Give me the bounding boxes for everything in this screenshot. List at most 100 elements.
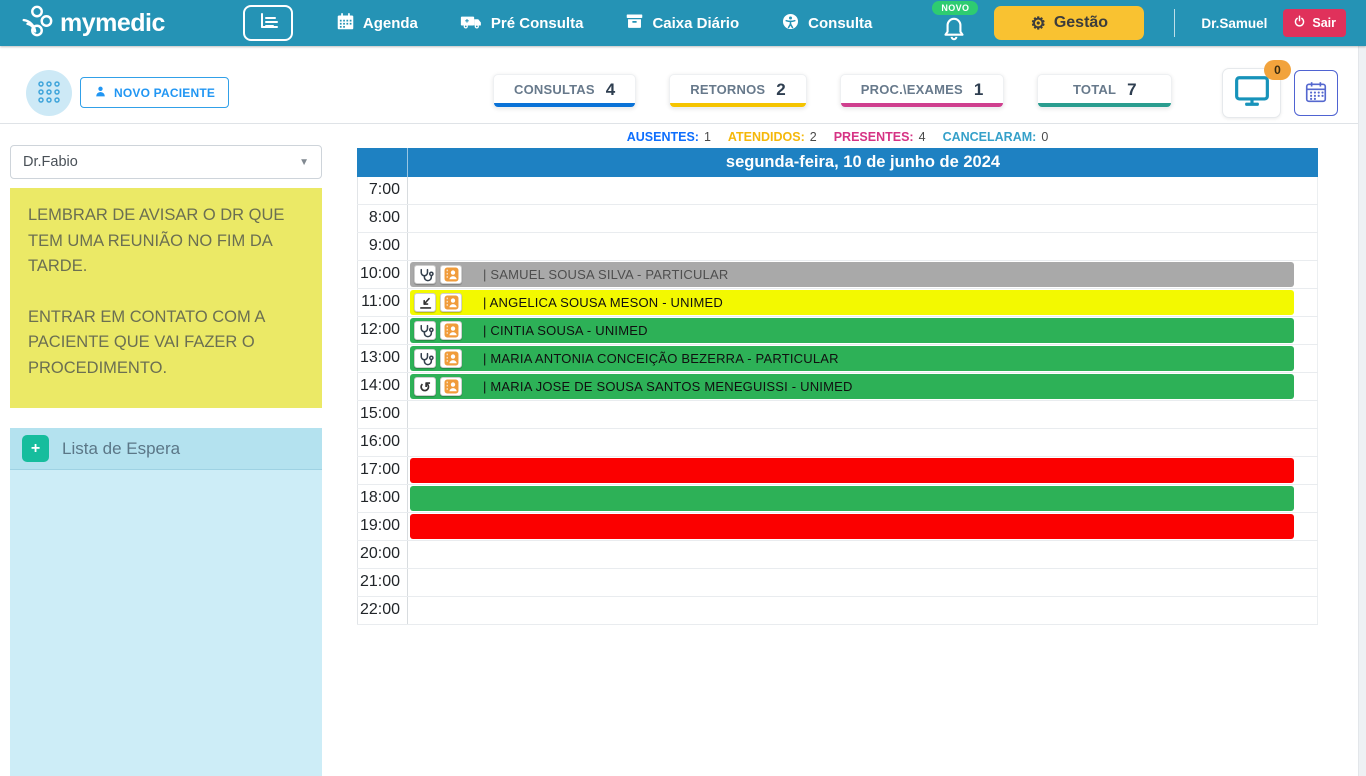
time-label: 17:00 xyxy=(357,457,408,484)
counter-value: 4 xyxy=(918,129,926,144)
day-slot-7-00[interactable] xyxy=(408,177,1318,204)
gestao-label: Gestão xyxy=(1053,14,1109,31)
day-slot-13-00[interactable]: | MARIA ANTONIA CONCEIÇÃO BEZERRA - PART… xyxy=(408,345,1318,372)
doctor-select-value: Dr.Fabio xyxy=(23,154,78,170)
nav-item-consulta[interactable]: Consulta xyxy=(760,12,893,35)
contact-card-icon[interactable] xyxy=(440,321,462,340)
appointment-bar[interactable]: | ANGELICA SOUSA MESON - UNIMED xyxy=(410,290,1294,315)
day-slot-20-00[interactable] xyxy=(408,541,1318,568)
contact-card-icon[interactable] xyxy=(440,265,462,284)
calendar-row-12-00: 12:00 | CINTIA SOUSA - UNIMED xyxy=(357,317,1318,345)
day-slot-16-00[interactable] xyxy=(408,429,1318,456)
nav-item-pr-consulta[interactable]: Pré Consulta xyxy=(439,12,605,35)
day-slot-17-00[interactable] xyxy=(408,457,1318,484)
time-label: 16:00 xyxy=(357,429,408,456)
calendar-row-11-00: 11:00 | ANGELICA SOUSA MESON - UNIMED xyxy=(357,289,1318,317)
new-patient-label: NOVO PACIENTE xyxy=(114,85,216,100)
chevron-down-icon: ▼ xyxy=(299,156,309,168)
logout-label: Sair xyxy=(1312,16,1336,30)
time-label: 10:00 xyxy=(357,261,408,288)
appointment-bar[interactable]: | MARIA ANTONIA CONCEIÇÃO BEZERRA - PART… xyxy=(410,346,1294,371)
blocked-slot-bar[interactable] xyxy=(410,486,1294,511)
return-icon[interactable]: ↺ xyxy=(414,377,436,396)
day-slot-19-00[interactable] xyxy=(408,513,1318,540)
time-label: 14:00 xyxy=(357,373,408,400)
stat-value: 2 xyxy=(776,79,786,99)
stethoscope-icon[interactable] xyxy=(414,349,436,368)
time-label: 19:00 xyxy=(357,513,408,540)
procedure-icon[interactable] xyxy=(414,293,436,312)
nav-item-caixa-di-rio[interactable]: Caixa Diário xyxy=(604,12,760,34)
time-label: 18:00 xyxy=(357,485,408,512)
blocked-slot-bar[interactable] xyxy=(410,458,1294,483)
stat-card-total[interactable]: TOTAL 7 xyxy=(1037,74,1173,108)
stat-underline xyxy=(1038,103,1172,107)
stethoscope-icon[interactable] xyxy=(414,265,436,284)
counter-label: CANCELARAM: xyxy=(942,129,1037,144)
calendar-view-button[interactable] xyxy=(1294,70,1338,116)
brand-logo[interactable]: mymedic xyxy=(20,4,165,43)
appointment-bar[interactable]: | CINTIA SOUSA - UNIMED xyxy=(410,318,1294,343)
contact-card-icon[interactable] xyxy=(440,349,462,368)
nav-item-agenda[interactable]: Agenda xyxy=(315,12,439,35)
stat-card-proc-exames[interactable]: PROC.\EXAMES 1 xyxy=(839,74,1005,108)
calendar-row-7-00: 7:00 xyxy=(357,177,1318,205)
stat-value: 4 xyxy=(605,79,616,99)
blocked-slot-bar[interactable] xyxy=(410,514,1294,539)
sticky-note[interactable]: LEMBRAR DE AVISAR O DR QUE TEM UMA REUNI… xyxy=(10,188,322,408)
time-label: 7:00 xyxy=(357,177,408,204)
add-to-waitlist-button[interactable]: + xyxy=(22,435,49,462)
day-slot-22-00[interactable] xyxy=(408,597,1318,624)
day-slot-18-00[interactable] xyxy=(408,485,1318,512)
monitor-icon xyxy=(1234,75,1270,112)
calendar-row-10-00: 10:00 | SAMUEL SOUSA SILVA - PARTICULAR xyxy=(357,261,1318,289)
appointment-bar[interactable]: | SAMUEL SOUSA SILVA - PARTICULAR xyxy=(410,262,1294,287)
appointment-bar[interactable]: ↺ | MARIA JOSE DE SOUSA SANTOS MENEGUISSI… xyxy=(410,374,1294,399)
appointment-label: | MARIA JOSE DE SOUSA SANTOS MENEGUISSI … xyxy=(483,379,853,394)
time-label: 15:00 xyxy=(357,401,408,428)
calendar-row-21-00: 21:00 xyxy=(357,569,1318,597)
day-slot-12-00[interactable]: | CINTIA SOUSA - UNIMED xyxy=(408,317,1318,344)
note-paragraph: ENTRAR EM CONTATO COM A PACIENTE QUE VAI… xyxy=(28,307,265,377)
panel-monitor-button[interactable]: 0 xyxy=(1222,60,1291,118)
appointment-label: | ANGELICA SOUSA MESON - UNIMED xyxy=(483,295,724,310)
new-patient-button[interactable]: NOVO PACIENTE xyxy=(80,77,230,108)
cash-register-icon xyxy=(625,12,644,34)
left-sidebar: Dr.Fabio ▼ LEMBRAR DE AVISAR O DR QUE TE… xyxy=(10,145,322,776)
day-slot-21-00[interactable] xyxy=(408,569,1318,596)
time-column-header xyxy=(357,148,408,177)
day-slot-11-00[interactable]: | ANGELICA SOUSA MESON - UNIMED xyxy=(408,289,1318,316)
day-slot-9-00[interactable] xyxy=(408,233,1318,260)
calendar-row-13-00: 13:00 | MARIA ANTONIA CONCEIÇÃO BEZERRA -… xyxy=(357,345,1318,373)
day-slot-8-00[interactable] xyxy=(408,205,1318,232)
stethoscope-icon[interactable] xyxy=(414,321,436,340)
doctor-select[interactable]: Dr.Fabio ▼ xyxy=(10,145,322,179)
gestao-button[interactable]: ⚙ Gestão xyxy=(994,6,1145,40)
day-header: segunda-feira, 10 de junho de 2024 xyxy=(725,153,1001,171)
brand-name: mymedic xyxy=(60,8,165,37)
logout-button[interactable]: Sair xyxy=(1283,9,1346,37)
notifications-button[interactable]: NOVO xyxy=(932,1,979,43)
counter-atendidos: ATENDIDOS: 2 xyxy=(728,130,817,144)
waitlist-title: Lista de Espera xyxy=(62,438,181,458)
calendar-row-15-00: 15:00 xyxy=(357,401,1318,429)
day-slot-15-00[interactable] xyxy=(408,401,1318,428)
time-label: 8:00 xyxy=(357,205,408,232)
day-slot-14-00[interactable]: ↺ | MARIA JOSE DE SOUSA SANTOS MENEGUISSI… xyxy=(408,373,1318,400)
calendar-row-14-00: 14:00 ↺ | MARIA JOSE DE SOUSA SANTOS MENEG… xyxy=(357,373,1318,401)
stat-card-consultas[interactable]: CONSULTAS 4 xyxy=(493,74,637,108)
day-slot-10-00[interactable]: | SAMUEL SOUSA SILVA - PARTICULAR xyxy=(408,261,1318,288)
reports-chart-button[interactable] xyxy=(242,5,293,41)
contact-card-icon[interactable] xyxy=(440,377,462,396)
time-label: 12:00 xyxy=(357,317,408,344)
calendar-row-22-00: 22:00 xyxy=(357,597,1318,625)
contact-card-icon[interactable] xyxy=(440,293,462,312)
time-label: 9:00 xyxy=(357,233,408,260)
calendar-row-9-00: 9:00 xyxy=(357,233,1318,261)
waitlist-body xyxy=(10,470,322,776)
counter-ausentes: AUSENTES: 1 xyxy=(627,130,711,144)
scrollbar-track[interactable] xyxy=(1358,46,1366,776)
stat-card-retornos[interactable]: RETORNOS 2 xyxy=(669,74,807,108)
apps-grid-button[interactable] xyxy=(26,70,72,116)
calendar-row-8-00: 8:00 xyxy=(357,205,1318,233)
